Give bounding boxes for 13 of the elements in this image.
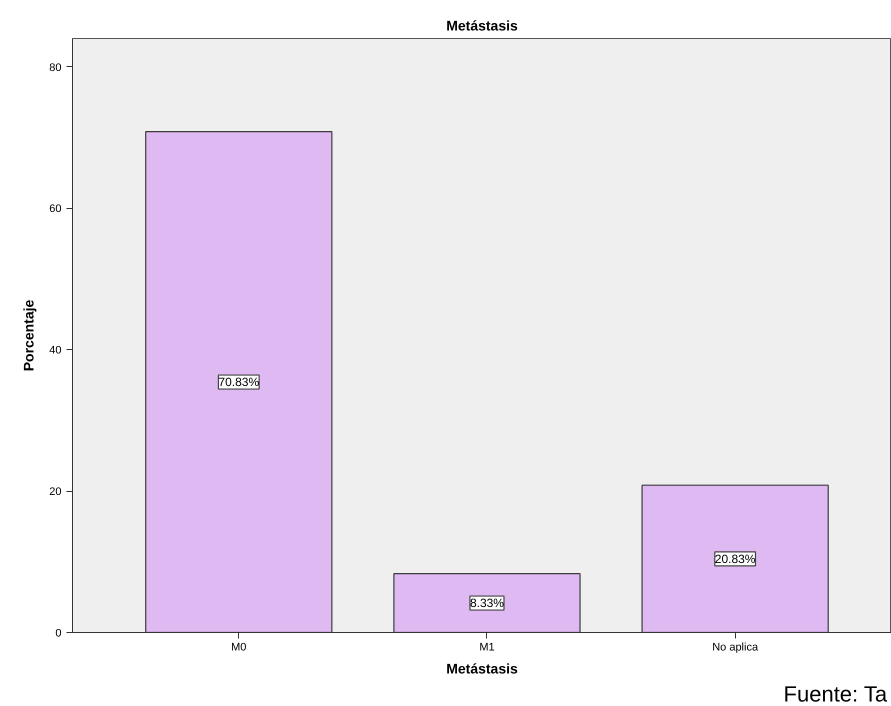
y-tick-label: 80 [49,62,62,74]
chart-title: Metástasis [446,18,518,34]
source-note: Fuente: Ta [784,682,888,706]
y-axis-title: Porcentaje [20,299,36,372]
y-tick-label: 60 [49,203,62,216]
y-tick-label: 40 [49,344,62,357]
y-tick-label: 20 [49,486,62,498]
x-tick-label: M0 [231,642,246,654]
data-label: 8.33% [470,596,504,610]
y-tick-label: 0 [55,628,62,640]
x-tick-label: M1 [479,642,495,654]
x-axis-title: Metástasis [446,660,518,676]
x-tick-label: No aplica [712,642,759,654]
